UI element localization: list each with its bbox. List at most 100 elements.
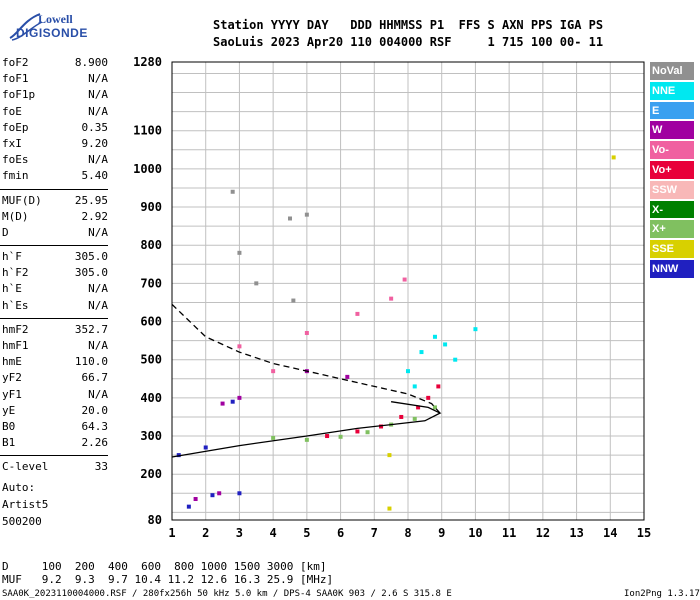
legend-item-noval: NoVal <box>650 62 694 80</box>
param-row: h`F2 305.0 <box>0 266 110 282</box>
echo-point-x- <box>365 430 370 435</box>
param-value: 352.7 <box>74 322 108 336</box>
y-tick-label: 900 <box>140 200 162 214</box>
distance-row: D 100 200 400 600 800 1000 1500 3000 [km… <box>2 560 327 573</box>
echo-point-noval <box>304 212 309 217</box>
param-value: N/A <box>88 88 108 102</box>
dashed-profile-curve <box>171 303 441 414</box>
y-tick-label: 200 <box>140 467 162 481</box>
legend-item-e: E <box>650 101 694 120</box>
param-row: foEs N/A <box>0 153 110 169</box>
param-value: 25.95 <box>74 193 108 207</box>
legend-item-ssw: SSW <box>650 180 694 199</box>
file-info: SAA0K_2023110004000.RSF / 280fx256h 50 k… <box>2 589 452 599</box>
logo-digisonde-text: DIGISONDE <box>16 26 88 40</box>
echo-point-nnw <box>186 504 191 509</box>
param-label: h`F <box>2 250 22 264</box>
legend-item-x-: X+ <box>650 220 694 239</box>
param-row: B0 64.3 <box>0 420 110 436</box>
echo-point-nnw <box>237 491 242 496</box>
param-row: fxI 9.20 <box>0 137 110 153</box>
param-label: fmin <box>2 169 29 183</box>
param-label: B0 <box>2 419 16 433</box>
echo-point-x- <box>338 434 343 439</box>
echo-point-vo- <box>436 384 441 389</box>
x-tick-label: 6 <box>337 526 344 540</box>
param-value: 2.92 <box>81 209 109 223</box>
param-value: 305.0 <box>74 250 108 264</box>
y-tick-label: 500 <box>140 353 162 367</box>
echo-point-nne <box>473 327 478 332</box>
x-tick-label: 4 <box>270 526 277 540</box>
echo-point-vo- <box>402 277 407 282</box>
param-row: yF1 N/A <box>0 388 110 404</box>
param-row: yE 20.0 <box>0 404 110 420</box>
echo-point-vo- <box>389 296 394 301</box>
y-tick-label: 1100 <box>133 124 162 138</box>
param-label: C-level <box>2 460 49 474</box>
echo-point-w <box>237 395 242 400</box>
param-label: yF1 <box>2 387 22 401</box>
echo-point-nnw <box>176 453 181 458</box>
param-value: N/A <box>88 72 108 86</box>
x-tick-label: 11 <box>502 526 516 540</box>
x-tick-label: 12 <box>536 526 550 540</box>
param-separator <box>0 317 108 319</box>
auto-label: Auto: <box>2 481 36 494</box>
echo-point-sse <box>387 453 392 458</box>
echo-point-vo- <box>399 414 404 419</box>
echo-point-vo- <box>237 344 242 349</box>
x-tick-label: 7 <box>371 526 378 540</box>
echo-point-w <box>345 374 350 379</box>
legend-item-nne: NNE <box>650 81 694 100</box>
param-separator <box>0 245 108 247</box>
param-separator <box>0 455 108 457</box>
echo-point-nne <box>443 342 448 347</box>
param-row: D N/A <box>0 226 110 242</box>
echo-point-nne <box>432 334 437 339</box>
digisonde-logo-icon <box>9 13 43 41</box>
x-tick-label: 1 <box>168 526 175 540</box>
echo-point-nne <box>406 369 410 374</box>
x-tick-label: 3 <box>236 526 243 540</box>
artist-code: 500200 <box>2 515 42 528</box>
echo-point-x- <box>432 405 437 410</box>
param-value: 64.3 <box>81 419 109 433</box>
param-row: h`F 305.0 <box>0 250 110 266</box>
param-value: N/A <box>88 339 108 352</box>
software-version: Ion2Png 1.3.17 <box>624 589 700 599</box>
polarization-legend: NoVal NNE E W Vo- Vo+ SSW X- X+ SSE NNW <box>650 62 694 280</box>
header-values: SaoLuis 2023 Apr20 110 004000 RSF 1 715 … <box>213 35 604 49</box>
param-row: hmE 110.0 <box>0 355 110 371</box>
param-row: yF2 66.7 <box>0 371 110 387</box>
param-row: h`E N/A <box>0 282 110 298</box>
param-value: N/A <box>88 225 108 239</box>
y-tick-label: 600 <box>140 315 162 329</box>
param-row: fmin 5.40 <box>0 169 110 185</box>
plot-border <box>171 61 645 521</box>
param-row: foF1 N/A <box>0 72 110 88</box>
lowell-digisonde-logo: Lowell DIGISONDE <box>6 8 87 44</box>
echo-point-vo- <box>355 429 360 434</box>
echo-point-x- <box>412 416 417 421</box>
param-separator <box>0 188 108 190</box>
param-label: h`E <box>2 282 22 296</box>
x-tick-label: 5 <box>303 526 310 540</box>
param-label: M(D) <box>2 209 29 223</box>
echo-point-nne <box>412 384 417 389</box>
echo-point-nne <box>453 357 458 362</box>
param-value: 2.26 <box>81 436 109 450</box>
param-label: hmF1 <box>2 339 29 352</box>
param-value: 5.40 <box>81 169 109 183</box>
echo-point-w <box>220 401 225 406</box>
param-row: foE N/A <box>0 105 110 121</box>
echo-point-noval <box>237 250 242 255</box>
scaled-parameters-panel: foF2 8.900 foF1 N/A foF1p N/A foE N/A foEp 0.35 fx… <box>0 56 110 477</box>
artist-version: Artist5 <box>2 498 49 511</box>
param-label: foF1 <box>2 72 29 86</box>
param-value: 66.7 <box>81 371 109 385</box>
x-tick-label: 15 <box>637 526 651 540</box>
param-value: N/A <box>88 298 108 312</box>
echo-point-vo- <box>355 311 360 316</box>
